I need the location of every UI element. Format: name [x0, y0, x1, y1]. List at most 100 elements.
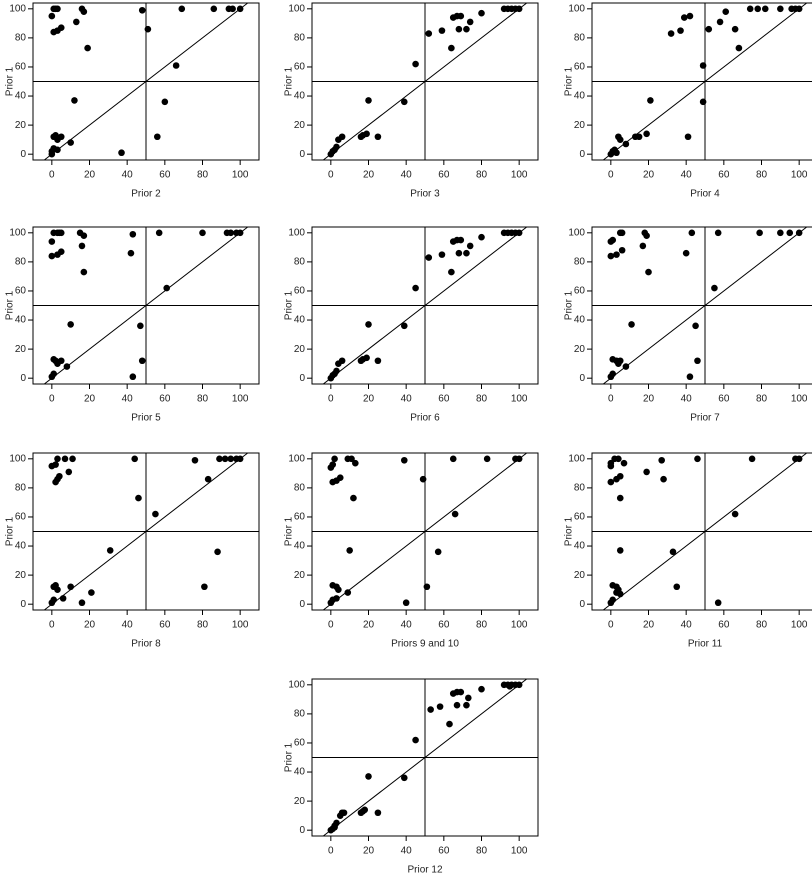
point	[515, 455, 523, 463]
point	[616, 547, 624, 554]
point	[423, 583, 431, 591]
point	[438, 251, 446, 258]
point	[50, 596, 58, 604]
x-tick-label: 20	[643, 394, 655, 405]
point	[54, 5, 61, 13]
y-tick-label: 60	[294, 738, 306, 749]
x-tick-label: 0	[328, 846, 334, 857]
point	[236, 5, 244, 13]
point	[645, 268, 652, 276]
point	[155, 229, 163, 237]
point	[400, 456, 408, 464]
point	[607, 459, 615, 467]
y-tick-label: 40	[15, 91, 27, 102]
point	[692, 322, 699, 330]
point	[436, 703, 444, 710]
y-tick-label: 60	[15, 512, 27, 523]
point	[449, 455, 457, 463]
x-tick-label: 0	[49, 620, 55, 631]
point	[714, 229, 722, 237]
point	[746, 5, 754, 13]
point	[67, 583, 74, 591]
y-tick-label: 0	[20, 373, 26, 384]
point	[333, 367, 340, 375]
point	[84, 44, 91, 52]
point	[331, 455, 338, 463]
x-tick-label: 40	[122, 620, 134, 631]
x-tick-label: 100	[232, 170, 249, 181]
y-axis-label: Prior 1	[5, 290, 16, 320]
panel: 0 20 40 60 80 100 0 20 40 60 80 100 Prior 8 Prior 1	[5, 452, 260, 650]
y-tick-label: 20	[574, 570, 586, 581]
point	[71, 97, 78, 104]
panel: 0 20 40 60 80 100 0 20 40 60 80 100 Prior 11 Prior 1	[564, 452, 812, 650]
point	[699, 62, 707, 69]
point	[455, 249, 463, 257]
point	[204, 475, 212, 483]
point	[48, 150, 56, 158]
x-tick-label: 60	[159, 620, 171, 631]
x-axis-label: Prior 3	[410, 189, 440, 200]
y-tick-label: 40	[574, 315, 586, 326]
x-tick-label: 0	[608, 394, 614, 405]
point	[478, 233, 485, 241]
y-tick-label: 0	[299, 149, 305, 160]
x-tick-label: 20	[643, 620, 655, 631]
y-tick-label: 100	[288, 453, 305, 464]
y-tick-label: 100	[288, 679, 305, 690]
point	[761, 5, 769, 13]
point	[138, 357, 146, 365]
point	[795, 455, 803, 463]
x-tick-label: 40	[401, 170, 413, 181]
point	[754, 5, 762, 13]
x-tick-label: 60	[438, 846, 450, 857]
x-axis-label: Prior 6	[410, 413, 440, 424]
point	[350, 494, 357, 502]
point	[660, 475, 667, 483]
y-axis-label: Prior 1	[284, 742, 295, 772]
point	[699, 98, 707, 106]
point	[361, 806, 369, 814]
y-tick-label: 100	[9, 453, 26, 464]
point	[227, 455, 235, 463]
point	[106, 547, 114, 554]
x-tick-label: 100	[232, 394, 249, 405]
point	[129, 230, 137, 238]
panel: 0 20 40 60 80 100 0 20 40 60 80 100 Prior 6 Prior 1	[284, 226, 539, 424]
point	[622, 140, 630, 148]
point	[131, 455, 138, 463]
x-tick-label: 100	[511, 170, 528, 181]
point	[673, 583, 681, 591]
y-tick-label: 20	[294, 120, 306, 131]
y-tick-label: 40	[15, 315, 27, 326]
point	[639, 242, 647, 250]
point	[515, 229, 523, 237]
y-tick-label: 20	[294, 570, 306, 581]
y-tick-label: 60	[294, 286, 306, 297]
x-tick-label: 0	[328, 394, 334, 405]
y-tick-label: 80	[294, 483, 306, 494]
point	[680, 14, 688, 21]
x-tick-label: 20	[84, 170, 96, 181]
y-tick-label: 100	[288, 3, 305, 14]
y-axis-label: Prior 1	[5, 66, 16, 96]
diagonal-line	[43, 226, 249, 385]
point	[67, 321, 74, 328]
point	[615, 455, 622, 463]
x-tick-label: 80	[476, 394, 488, 405]
panel: 0 20 40 60 80 100 0 20 40 60 80 100 Prior 12 Prior 1	[284, 678, 539, 876]
x-tick-label: 40	[401, 846, 413, 857]
point	[57, 357, 65, 365]
point	[643, 468, 650, 476]
x-axis-label: Prior 4	[690, 189, 720, 200]
y-tick-label: 20	[15, 120, 27, 131]
y-tick-label: 0	[299, 373, 305, 384]
y-tick-label: 100	[568, 3, 585, 14]
y-tick-label: 80	[15, 483, 27, 494]
y-tick-label: 40	[294, 315, 306, 326]
point	[191, 456, 199, 464]
x-tick-label: 0	[328, 170, 334, 181]
point	[210, 5, 218, 13]
point	[667, 30, 675, 37]
point	[201, 583, 208, 591]
